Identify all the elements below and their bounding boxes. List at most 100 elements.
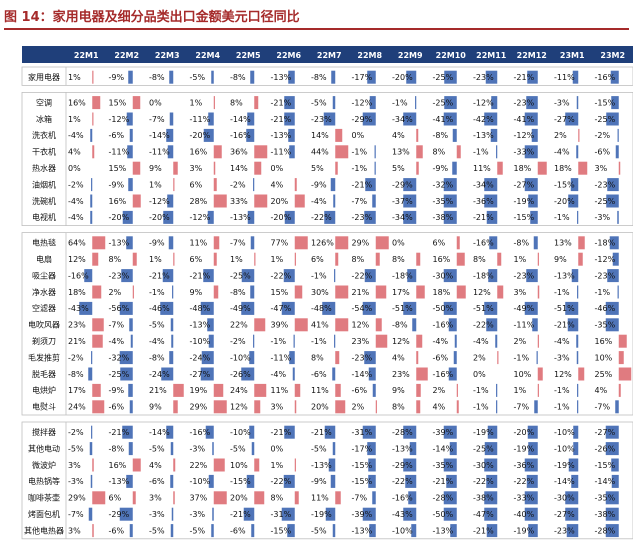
value-label-搅拌器-22M10: -39%: [433, 428, 454, 437]
bar-微波炉-22M3: [173, 458, 176, 472]
value-label-电烘炉-23M1: -1%: [554, 386, 570, 395]
value-label-电烘炉-22M3: 21%: [149, 386, 167, 395]
bar-空滤器-23M2: [605, 301, 619, 315]
bar-其他电动-22M7: [332, 442, 336, 456]
value-label-空滤器-23M1: -51%: [554, 304, 575, 313]
bar-油烟机-23M1: [570, 178, 579, 192]
bar-其他电热器-22M8: [369, 524, 376, 538]
bar-空滤器-22M10: [443, 301, 457, 315]
bar-电烘炉-22M1: [92, 383, 101, 397]
bar-电热锅等-22M9: [405, 474, 417, 488]
bar-毛发推剪-22M3: [169, 351, 174, 365]
value-label-净水器-22M5: -8%: [230, 288, 246, 297]
value-label-电扇-23M2: -12%: [595, 255, 616, 264]
bar-电扇-22M10: [456, 252, 465, 266]
bar-冰箱-22M5: [247, 112, 255, 126]
bar-其他电热器-22M12: [528, 524, 538, 538]
value-label-空滤器-22M5: -49%: [230, 304, 251, 313]
bar-电扇-22M4: [213, 252, 217, 266]
bar-咖啡茶壶-22M2: [132, 491, 136, 505]
value-label-空调-22M12: -23%: [514, 98, 535, 107]
bar-电熨斗-22M10: [456, 400, 459, 414]
bar-电熨斗-23M1: [577, 400, 579, 414]
value-label-电扇-22M1: 12%: [68, 255, 86, 264]
bar-洗衣机-22M5: [246, 128, 255, 142]
bar-脱毛器-22M10: [448, 367, 457, 381]
value-label-空调-23M2: -15%: [595, 98, 616, 107]
bar-电热毯-22M12: [533, 236, 538, 250]
bar-油烟机-22M7: [330, 178, 336, 192]
value-label-微波炉-22M10: -35%: [433, 461, 454, 470]
value-label-电热锅等-22M12: -22%: [514, 477, 535, 486]
bar-剃须刀-23M2: [618, 334, 627, 348]
value-label-咖啡茶壶-22M3: 3%: [149, 494, 162, 503]
bar-电热锅等-23M1: [571, 474, 579, 488]
bar-毛发推剪-22M8: [364, 351, 376, 365]
bar-净水器-22M1: [92, 285, 102, 299]
value-label-毛发推剪-23M1: -3%: [554, 353, 570, 362]
bar-电扇-23M1: [578, 252, 583, 266]
value-label-咖啡茶壶-22M9: -16%: [392, 494, 413, 503]
bar-烤面包机-22M1: [88, 507, 93, 521]
bar-电热毯-22M11: [489, 236, 498, 250]
bar-洗衣机-22M11: [490, 128, 498, 142]
bar-油烟机-22M12: [524, 178, 538, 192]
row-label-电烘炉: 电烘炉: [32, 385, 56, 395]
value-label-电扇-22M7: 6%: [311, 255, 324, 264]
value-label-电熨斗-22M2: -6%: [109, 403, 125, 412]
bar-电吹风器-22M6: [294, 318, 308, 332]
bar-搅拌器-22M12: [527, 425, 538, 439]
bar-热水器-22M7: [335, 161, 338, 175]
value-label-搅拌器-23M1: -10%: [554, 428, 575, 437]
bar-脱毛器-22M5: [241, 367, 255, 381]
value-label-电扇-22M6: 1%: [271, 255, 284, 264]
bar-家用电器-22M10: [444, 70, 457, 84]
bar-净水器-22M3: [172, 285, 174, 299]
value-label-烤面包机-22M10: -50%: [433, 510, 454, 519]
value-label-洗衣机-22M1: -4%: [68, 131, 84, 140]
bar-剃须刀-22M7: [334, 334, 336, 348]
bar-吸尘器-22M1: [84, 269, 93, 283]
bar-烤面包机-23M2: [605, 507, 619, 521]
bar-咖啡茶壶-22M1: [92, 491, 106, 505]
bar-脱毛器-22M4: [200, 367, 214, 381]
value-label-电视机-22M11: -21%: [473, 213, 494, 222]
bar-脱毛器-22M2: [120, 367, 133, 381]
bar-其他电动-23M1: [573, 442, 579, 456]
bar-电热毯-22M8: [375, 236, 389, 250]
bar-电热锅等-22M12: [526, 474, 538, 488]
bar-电视机-22M11: [486, 210, 498, 224]
value-label-家用电器-22M3: -8%: [149, 73, 165, 82]
bar-电吹风器-22M3: [170, 318, 174, 332]
bar-电熨斗-22M7: [335, 400, 346, 414]
value-label-剃须刀-22M5: -2%: [230, 337, 246, 346]
bar-洗衣机-22M7: [335, 128, 343, 142]
value-label-电吹风器-22M8: 12%: [352, 321, 370, 330]
bar-净水器-22M2: [132, 285, 134, 299]
bar-电视机-22M12: [530, 210, 538, 224]
bar-电熨斗-23M2: [615, 400, 619, 414]
value-label-吸尘器-22M3: -21%: [149, 271, 170, 280]
bar-咖啡茶壶-23M2: [605, 491, 619, 505]
value-label-搅拌器-22M5: -10%: [230, 428, 251, 437]
bar-吸尘器-22M4: [203, 269, 214, 283]
row-label-干衣机: 干衣机: [32, 147, 56, 157]
value-label-毛发推剪-22M11: 2%: [473, 353, 486, 362]
value-label-油烟机-23M1: -15%: [554, 180, 575, 189]
value-label-净水器-22M3: -1%: [149, 288, 165, 297]
value-label-毛发推剪-22M12: -1%: [514, 353, 530, 362]
bar-咖啡茶壶-22M9: [408, 491, 417, 505]
value-label-烤面包机-22M9: -43%: [392, 510, 413, 519]
bar-干衣机-22M10: [456, 145, 461, 159]
bar-油烟机-23M2: [607, 178, 619, 192]
value-label-烤面包机-23M1: -27%: [554, 510, 575, 519]
value-label-家用电器-22M12: -21%: [514, 73, 535, 82]
value-label-热水器-22M9: 5%: [392, 164, 405, 173]
value-label-其他电热器-23M2: -28%: [595, 526, 616, 535]
bar-油烟机-22M9: [403, 178, 417, 192]
bar-其他电动-22M3: [170, 442, 174, 456]
value-label-干衣机-23M1: -4%: [554, 148, 570, 157]
value-label-电扇-22M10: 16%: [433, 255, 451, 264]
bar-电熨斗-22M4: [213, 400, 227, 414]
bar-烤面包机-22M8: [362, 507, 376, 521]
